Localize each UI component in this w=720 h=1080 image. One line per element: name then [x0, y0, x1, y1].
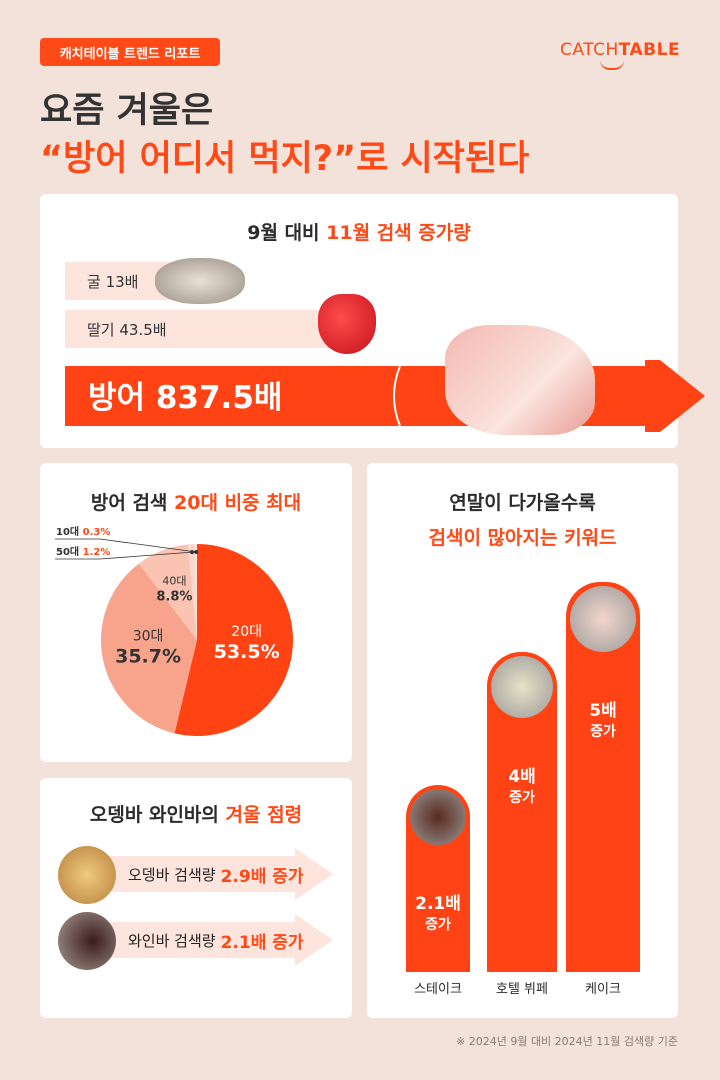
- pie-value-label: 53.5%: [214, 641, 280, 663]
- leader-line: [55, 538, 197, 553]
- pie-value-label: 35.7%: [115, 645, 181, 667]
- bar-label: 굴 13배: [87, 272, 139, 291]
- bar-strawberry: 딸기 43.5배: [65, 310, 345, 348]
- pie-slice-40대: [138, 544, 197, 640]
- bar-label: 딸기 43.5배: [87, 320, 167, 339]
- pie-small-label: 50대 1.2%: [56, 545, 110, 558]
- buffet-image: [491, 656, 553, 718]
- title-highlight: 11월 검색 증가량: [326, 222, 471, 244]
- yellowtail-label: 방어 837.5배: [88, 380, 283, 416]
- bar-value-label: 증가: [590, 724, 616, 740]
- bar-value-label: 증가: [425, 917, 451, 933]
- title-line2: “방어 어디서 먹지?”로 시작된다: [40, 139, 530, 179]
- bar-category-label: 케이크: [585, 982, 621, 997]
- title-part: 오뎅바 와인바의: [89, 804, 226, 826]
- title-line1: 요즘 겨울은: [40, 91, 214, 131]
- logo-smile-icon: [600, 60, 624, 70]
- pie-small-label: 10대 0.3%: [56, 525, 110, 538]
- wine-arrow: [95, 914, 333, 966]
- leader-dot: [190, 550, 195, 555]
- row-label: 와인바 검색량: [128, 931, 216, 950]
- oden-arrow: [95, 848, 333, 900]
- cake-image: [570, 586, 636, 652]
- footnote: ※ 2024년 9월 대비 2024년 11월 검색량 기준: [456, 1035, 678, 1048]
- oden-row: 오뎅바 검색량 2.9배 증가: [128, 848, 304, 900]
- wine-row: 와인바 검색량 2.1배 증가: [128, 914, 304, 966]
- row-value: 2.9배 증가: [220, 866, 304, 887]
- oyster-image: [155, 258, 245, 304]
- pie-title: 방어 검색 20대 비중 최대: [40, 488, 352, 515]
- oden-image: [58, 846, 116, 904]
- pie-slice-50대: [187, 544, 197, 640]
- keyword-title-line2: 검색이 많아지는 키워드: [428, 527, 617, 549]
- title-highlight: 겨울 점령: [225, 804, 303, 826]
- report-badge: 캐치테이블 트렌드 리포트: [40, 38, 220, 66]
- keyword-title-line1: 연말이 다가올수록: [449, 492, 596, 514]
- bar-value-label: 증가: [509, 790, 535, 806]
- bar-category-label: 스테이크: [414, 982, 462, 997]
- title-part: 방어 검색: [90, 492, 175, 514]
- row-label: 오뎅바 검색량: [128, 865, 216, 884]
- bar-value-label: 4배: [508, 767, 536, 787]
- pie-slice-20대: [174, 544, 293, 736]
- bar-value-label: 5배: [589, 701, 617, 721]
- leader-line: [55, 551, 193, 560]
- pie-slice-10대: [195, 544, 197, 640]
- pie-category-label: 20대: [231, 624, 262, 640]
- increase-title: 9월 대비 11월 검색 증가량: [40, 218, 678, 245]
- steak-image: [410, 789, 466, 845]
- pie-category-label: 30대: [133, 628, 164, 644]
- oden-title: 오뎅바 와인바의 겨울 점령: [40, 800, 352, 827]
- wine-image: [58, 912, 116, 970]
- row-value: 2.1배 증가: [220, 932, 304, 953]
- title-highlight: 20대 비중 최대: [174, 492, 302, 514]
- strawberry-image: [318, 294, 376, 354]
- yellowtail-image: [445, 325, 595, 435]
- bar-category-label: 호텔 뷔페: [496, 982, 548, 997]
- pie-category-label: 40대: [162, 574, 186, 587]
- logo-text-bold: TABLE: [618, 40, 681, 60]
- title-part: 9월 대비: [247, 222, 327, 244]
- leader-dot: [194, 550, 199, 555]
- pie-slice-30대: [100, 563, 197, 734]
- pie-value-label: 8.8%: [156, 589, 192, 604]
- bar-value-label: 2.1배: [415, 894, 461, 914]
- catchtable-logo: CATCHTABLE: [560, 40, 680, 60]
- logo-text-light: CATCH: [560, 40, 619, 60]
